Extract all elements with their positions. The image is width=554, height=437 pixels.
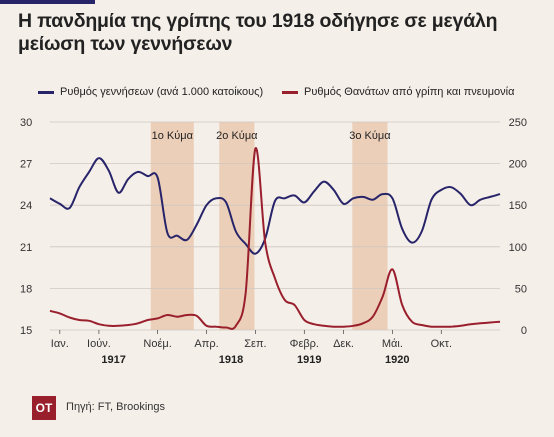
legend-births-label: Ρυθμός γεννήσεων (ανά 1.000 κατοίκους) <box>60 86 264 98</box>
chart-title: Η πανδημία της γρίπης του 1918 οδήγησε σ… <box>18 10 498 55</box>
y-right-tick-label: 200 <box>509 159 527 171</box>
x-tick-label: Νοέμ. <box>143 338 171 350</box>
legend-births-swatch <box>38 90 54 94</box>
legend-births: Ρυθμός γεννήσεων (ανά 1.000 κατοίκους) <box>38 86 263 98</box>
legend-deaths-swatch <box>282 90 298 94</box>
x-tick-label: Ιαν. <box>51 338 69 350</box>
legend-deaths: Ρυθμός Θανάτων από γρίπη και πνευμονία <box>282 86 514 98</box>
y-right-tick-label: 250 <box>509 117 527 129</box>
y-right-tick-label: 100 <box>509 242 527 254</box>
x-tick-label: Απρ. <box>194 338 218 350</box>
wave-label: 2ο Κύμα <box>216 130 258 142</box>
y-left-tick-label: 15 <box>20 325 32 337</box>
top-accent-rule <box>0 0 95 4</box>
legend-deaths-label: Ρυθμός Θανάτων από γρίπη και πνευμονία <box>304 86 515 98</box>
wave-label: 3ο Κύμα <box>349 130 391 142</box>
year-label: 1917 <box>101 354 125 366</box>
x-tick-label: Σεπ. <box>244 338 266 350</box>
x-tick-label: Μάι. <box>382 338 403 350</box>
y-left-tick-label: 30 <box>20 117 32 129</box>
ot-logo: OT <box>32 396 56 420</box>
source-note: Πηγή: FT, Brookings <box>66 401 166 413</box>
y-left-tick-label: 27 <box>20 159 32 171</box>
births-series-line <box>49 157 501 255</box>
y-right-tick-label: 0 <box>521 325 527 337</box>
x-tick-label: Δεκ. <box>333 338 354 350</box>
year-label: 1919 <box>297 354 321 366</box>
deaths-series-line <box>49 147 501 330</box>
x-tick-label: Φεβρ. <box>290 338 319 350</box>
y-left-tick-label: 18 <box>20 283 32 295</box>
year-label: 1918 <box>219 354 243 366</box>
wave-label: 1ο Κύμα <box>152 130 194 142</box>
y-right-tick-label: 50 <box>515 283 527 295</box>
y-left-tick-label: 21 <box>20 242 32 254</box>
x-tick-label: Οκτ. <box>431 338 452 350</box>
y-right-tick-label: 150 <box>509 200 527 212</box>
wave-band <box>150 122 194 330</box>
x-tick-label: Ιούν. <box>87 338 111 350</box>
year-label: 1920 <box>385 354 409 366</box>
wave-band <box>352 122 388 330</box>
wave-band <box>219 122 255 330</box>
y-left-tick-label: 24 <box>20 200 32 212</box>
